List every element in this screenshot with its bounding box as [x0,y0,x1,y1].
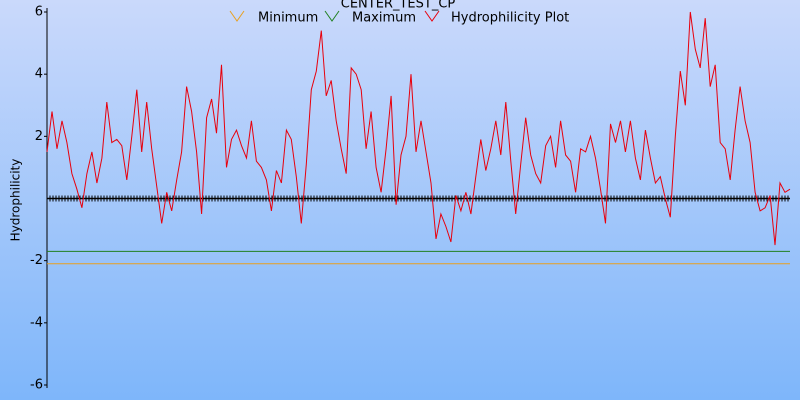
y-tick-label: -6 [30,378,43,393]
y-tick-label: -4 [30,315,43,330]
chart-title: CENTER_TEST_CP [341,0,456,12]
y-tick-label: 2 [35,129,43,144]
y-tick-label: -2 [30,253,43,268]
y-tick-label: 4 [35,67,43,82]
legend-icon [324,10,340,22]
profile-line [46,11,791,246]
legend-icon [424,10,440,22]
legend-label: Maximum [352,11,416,26]
legend-label: Hydrophilicity Plot [451,11,569,26]
legend-icon [229,10,245,22]
y-axis-label: Hydrophilicity [9,159,23,242]
y-tick-label: 6 [35,5,43,20]
legend-label: Minimum [258,11,318,26]
